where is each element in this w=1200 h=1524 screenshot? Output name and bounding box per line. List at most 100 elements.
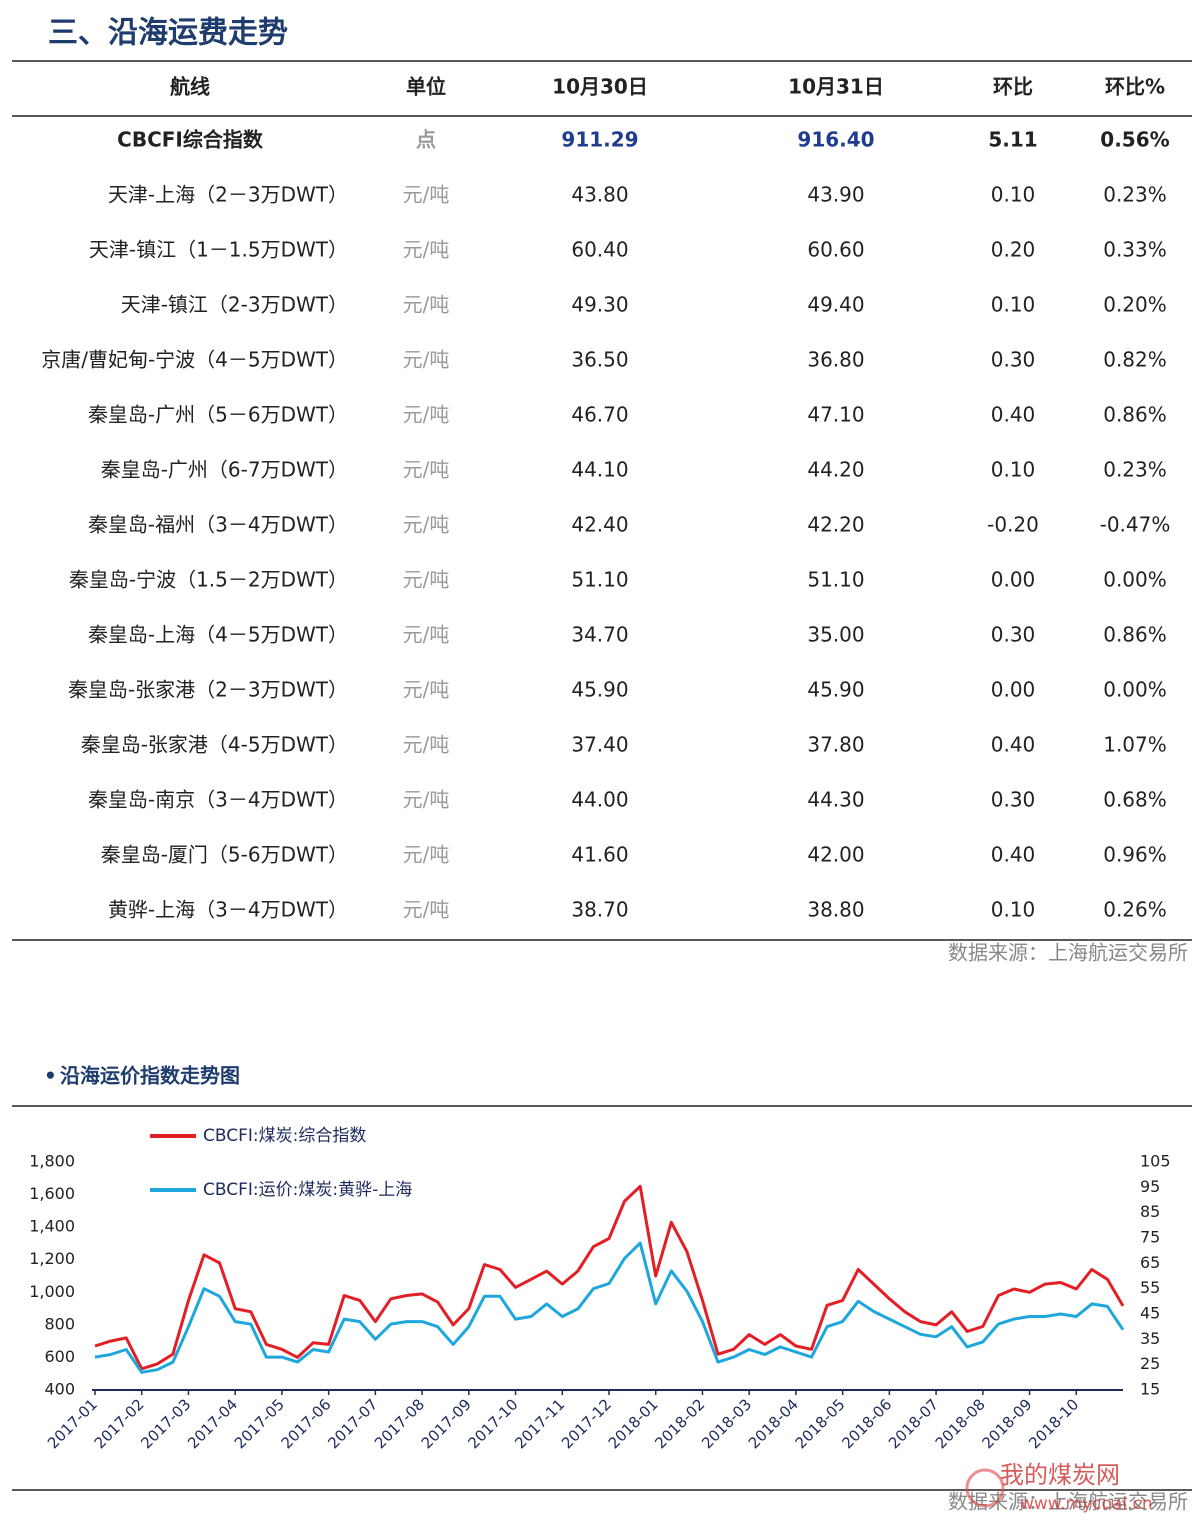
series-line xyxy=(94,1184,1125,1371)
cell: 43.90 xyxy=(807,183,864,207)
y2-tick-label: 35 xyxy=(1140,1329,1160,1348)
cell: 0.00 xyxy=(991,678,1036,702)
cell: 44.00 xyxy=(571,788,628,812)
y2-tick-label: 105 xyxy=(1140,1152,1171,1171)
y-tick-label: 1,600 xyxy=(29,1184,75,1203)
x-tick-label: 2018-03 xyxy=(698,1395,755,1452)
cell: 元/吨 xyxy=(403,183,450,207)
x-tick-label: 2017-01 xyxy=(44,1395,101,1452)
cell: 44.10 xyxy=(571,458,628,482)
cell: 60.60 xyxy=(807,238,864,262)
x-tick-label: 2018-02 xyxy=(651,1395,708,1452)
cell: 46.70 xyxy=(571,403,628,427)
column-header: 航线 xyxy=(170,75,210,99)
y2-tick-label: 25 xyxy=(1140,1354,1160,1373)
cell: 天津-镇江（1－1.5万DWT） xyxy=(89,238,348,262)
cell: 秦皇岛-广州（6-7万DWT） xyxy=(101,458,348,482)
cell: 0.40 xyxy=(991,733,1036,757)
cell: 元/吨 xyxy=(403,238,450,262)
cell: 0.96% xyxy=(1103,843,1167,867)
cell: 元/吨 xyxy=(403,843,450,867)
y-tick-label: 1,400 xyxy=(29,1217,75,1236)
y-tick-label: 800 xyxy=(44,1314,75,1333)
x-tick-label: 2017-02 xyxy=(91,1395,148,1452)
cell: 元/吨 xyxy=(403,678,450,702)
cell: 51.10 xyxy=(571,568,628,592)
cell: 34.70 xyxy=(571,623,628,647)
x-tick-label: 2017-04 xyxy=(184,1395,241,1452)
column-header: 10月31日 xyxy=(788,75,884,99)
cell: 1.07% xyxy=(1103,733,1167,757)
cell: 49.30 xyxy=(571,293,628,317)
column-header: 10月30日 xyxy=(552,75,648,99)
cell: 秦皇岛-南京（3－4万DWT） xyxy=(88,788,348,812)
cell: 秦皇岛-厦门（5-6万DWT） xyxy=(101,843,348,867)
x-tick-label: 2018-10 xyxy=(1025,1395,1082,1452)
cell: 38.80 xyxy=(807,898,864,922)
cell: 点 xyxy=(416,128,436,152)
cell: 45.90 xyxy=(807,678,864,702)
cell: 元/吨 xyxy=(403,458,450,482)
cell: 36.80 xyxy=(807,348,864,372)
cell: 0.30 xyxy=(991,348,1036,372)
cell: 0.40 xyxy=(991,403,1036,427)
x-tick-label: 2018-09 xyxy=(979,1395,1036,1452)
x-tick-label: 2018-01 xyxy=(605,1395,662,1452)
x-tick-label: 2017-10 xyxy=(465,1395,522,1452)
cell: 黄骅-上海（3－4万DWT） xyxy=(108,898,348,922)
cell: 0.33% xyxy=(1103,238,1167,262)
watermark-url: www.mycoal.cn xyxy=(1020,1494,1153,1514)
y2-tick-label: 95 xyxy=(1140,1177,1160,1196)
cell: 0.23% xyxy=(1103,183,1167,207)
legend-label: CBCFI:运价:煤炭:黄骅-上海 xyxy=(203,1180,412,1200)
cell: 35.00 xyxy=(807,623,864,647)
cell: 秦皇岛-广州（5－6万DWT） xyxy=(88,403,348,427)
cell: 44.20 xyxy=(807,458,864,482)
cell: 元/吨 xyxy=(403,403,450,427)
x-tick-label: 2017-06 xyxy=(278,1395,335,1452)
cell: 0.30 xyxy=(991,788,1036,812)
cell: 0.10 xyxy=(991,458,1036,482)
y-tick-label: 600 xyxy=(44,1347,75,1366)
cell: 44.30 xyxy=(807,788,864,812)
cell: 0.23% xyxy=(1103,458,1167,482)
cell: -0.20 xyxy=(987,513,1039,537)
x-tick-label: 2018-07 xyxy=(885,1395,942,1452)
cell: 0.20 xyxy=(991,238,1036,262)
legend-label: CBCFI:煤炭:综合指数 xyxy=(203,1126,366,1146)
cell: 37.80 xyxy=(807,733,864,757)
cell: 916.40 xyxy=(797,128,874,152)
cell: 京唐/曹妃甸-宁波（4－5万DWT） xyxy=(41,348,348,372)
cell: 0.68% xyxy=(1103,788,1167,812)
cell: 0.86% xyxy=(1103,403,1167,427)
cell: 0.10 xyxy=(991,183,1036,207)
y-tick-label: 1,200 xyxy=(29,1249,75,1268)
x-tick-label: 2017-07 xyxy=(324,1395,381,1452)
cell: 元/吨 xyxy=(403,898,450,922)
cell: 0.26% xyxy=(1103,898,1167,922)
cell: 37.40 xyxy=(571,733,628,757)
y-tick-label: 1,000 xyxy=(29,1282,75,1301)
x-tick-label: 2017-11 xyxy=(511,1395,568,1452)
x-tick-label: 2017-12 xyxy=(558,1395,615,1452)
column-header: 环比% xyxy=(1105,75,1165,99)
x-tick-label: 2017-08 xyxy=(371,1395,428,1452)
cell: 0.20% xyxy=(1103,293,1167,317)
cell: 元/吨 xyxy=(403,568,450,592)
y-tick-label: 400 xyxy=(44,1380,75,1399)
cell: 天津-镇江（2-3万DWT） xyxy=(121,293,348,317)
cell: 38.70 xyxy=(571,898,628,922)
y2-tick-label: 15 xyxy=(1140,1380,1160,1399)
chart-title: 沿海运价指数走势图 xyxy=(60,1064,240,1088)
cell: 元/吨 xyxy=(403,788,450,812)
cell: 天津-上海（2－3万DWT） xyxy=(108,183,348,207)
cell: 元/吨 xyxy=(403,623,450,647)
y2-tick-label: 75 xyxy=(1140,1228,1160,1247)
cell: 0.86% xyxy=(1103,623,1167,647)
cell: 元/吨 xyxy=(403,293,450,317)
watermark-logo xyxy=(965,1468,1005,1508)
cell: 0.40 xyxy=(991,843,1036,867)
bullet: • xyxy=(44,1064,57,1088)
cell: 0.00% xyxy=(1103,678,1167,702)
